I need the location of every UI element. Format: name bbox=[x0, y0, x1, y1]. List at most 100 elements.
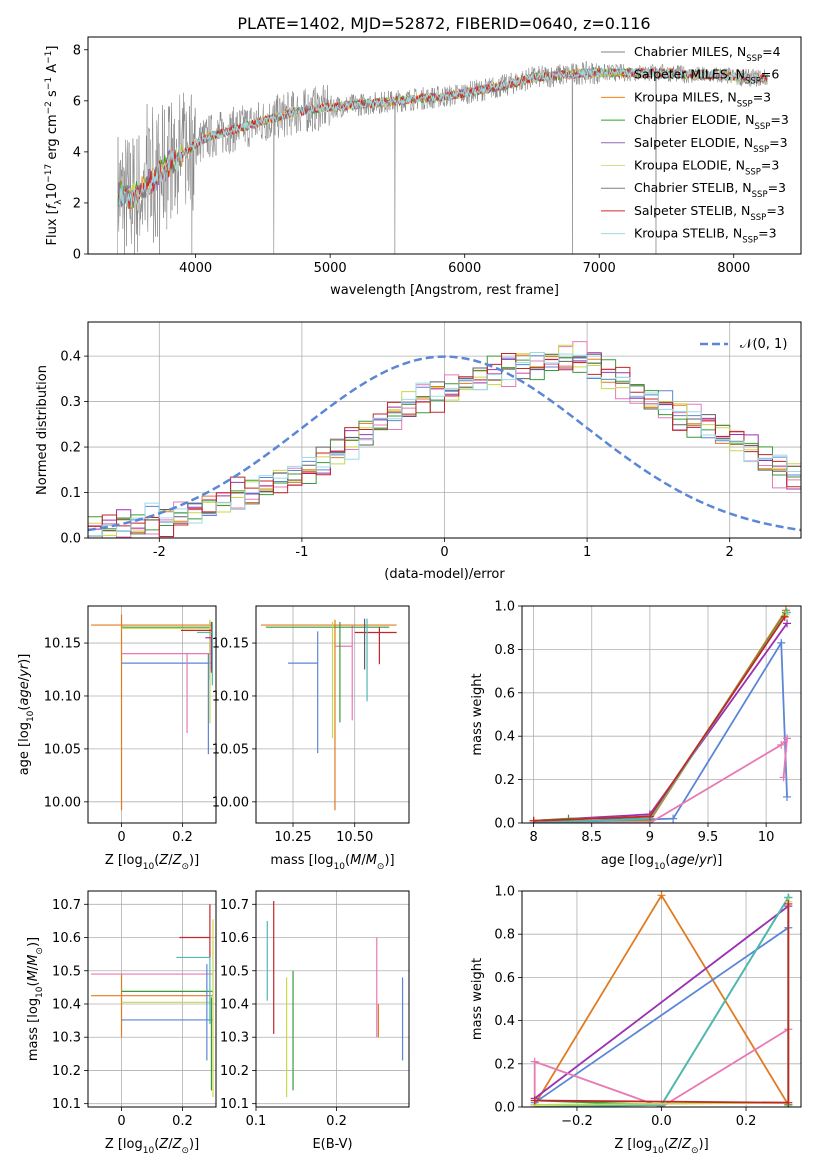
x-tick-label: 8.5 bbox=[581, 830, 602, 845]
y-tick-label: 6 bbox=[73, 94, 81, 109]
y-tick-label: 0.3 bbox=[60, 395, 81, 410]
y-tick-label: 0.2 bbox=[494, 1057, 515, 1072]
y-tick-label: 10.05 bbox=[44, 742, 81, 757]
y-axis-label: Flux [fλ10−17 erg cm−2 s−1 A−1] bbox=[44, 46, 64, 246]
y-tick-label: 10.3 bbox=[220, 1031, 249, 1046]
legend-label: Salpeter STELIB, NSSP=3 bbox=[634, 203, 785, 223]
y-tick-label: 10.10 bbox=[212, 689, 249, 704]
y-tick-label: 0.8 bbox=[494, 928, 515, 943]
mass-weight-line bbox=[533, 622, 788, 822]
x-tick-label: 0.2 bbox=[326, 1114, 347, 1129]
mass-weight-marker bbox=[657, 891, 666, 900]
y-tick-label: 0 bbox=[73, 248, 81, 263]
mass-weight-line bbox=[533, 609, 787, 822]
legend-label: Kroupa MILES, NSSP=3 bbox=[634, 89, 771, 109]
legend-label: Kroupa STELIB, NSSP=3 bbox=[634, 226, 777, 246]
x-tick-label: 5000 bbox=[314, 261, 347, 276]
y-tick-label: 0.6 bbox=[494, 971, 515, 986]
y-tick-label: 2 bbox=[73, 196, 81, 211]
y-tick-label: 10.00 bbox=[44, 795, 81, 810]
y-axis-label: mass [log10(M/M⊙)] bbox=[26, 937, 45, 1061]
y-tick-label: 0.2 bbox=[60, 441, 81, 456]
legend-label: Salpeter MILES, NSSP=6 bbox=[634, 67, 779, 87]
y-axis-label: mass weight bbox=[470, 673, 485, 755]
x-tick-label: 4000 bbox=[179, 261, 212, 276]
y-tick-label: 10.1 bbox=[52, 1097, 81, 1112]
mass-weight-marker bbox=[529, 816, 538, 823]
spectrum-panel: 4000 5000 6000 7000 8000 0 2 4 6 8 wavelength [Ang… bbox=[44, 36, 802, 298]
x-tick-label: 10 bbox=[758, 830, 775, 845]
plot-area bbox=[529, 606, 792, 823]
x-tick-label: 8 bbox=[529, 830, 537, 845]
axes-frame bbox=[521, 890, 802, 1108]
y-tick-label: 10.4 bbox=[52, 997, 81, 1012]
axes-frame bbox=[87, 890, 217, 1108]
y-tick-label: 0.0 bbox=[494, 817, 515, 832]
y-tick-label: 0.4 bbox=[60, 350, 81, 365]
axes-frame bbox=[521, 605, 802, 824]
y-tick-label: 0.4 bbox=[494, 1014, 515, 1029]
mass-weight-marker bbox=[779, 773, 788, 782]
x-axis-label: Z [log10(Z/Z⊙)] bbox=[105, 1137, 199, 1156]
mass-weight-marker bbox=[530, 1057, 539, 1066]
x-tick-label: 10.25 bbox=[274, 830, 311, 845]
weight-vs-metallicity-panel: −0.2 0.0 0.2 0.0 0.2 0.4 0.6 0.8 1.0 Z [log10(Z/Z… bbox=[470, 885, 802, 1156]
x-tick-label: 0 bbox=[117, 830, 125, 845]
x-axis-label: Z [log10(Z/Z⊙)] bbox=[614, 1137, 708, 1156]
y-axis-label: Normed distribution bbox=[35, 365, 50, 495]
x-axis-label: Z [log10(Z/Z⊙)] bbox=[105, 853, 199, 872]
legend-label: Salpeter ELODIE, NSSP=3 bbox=[634, 135, 788, 155]
x-axis-label: mass [log10(M/M⊙)] bbox=[270, 853, 394, 872]
x-tick-label: 0 bbox=[440, 545, 448, 560]
y-tick-label: 10.6 bbox=[220, 931, 249, 946]
x-axis-label: age [log10(age/yr)] bbox=[601, 853, 723, 872]
mass-weight-marker bbox=[783, 792, 792, 801]
x-tick-label: 2 bbox=[726, 545, 734, 560]
y-tick-label: 4 bbox=[73, 145, 81, 160]
x-tick-label: −0.2 bbox=[561, 1114, 593, 1129]
mass-weight-marker bbox=[784, 1098, 793, 1107]
plot-area bbox=[260, 618, 397, 811]
plot-area bbox=[117, 60, 768, 254]
axes-frame bbox=[87, 36, 802, 255]
y-tick-label: 10.2 bbox=[220, 1064, 249, 1079]
figure-title: PLATE=1402, MJD=52872, FIBERID=0640, z=0… bbox=[237, 14, 650, 33]
legend-label: Chabrier MILES, NSSP=4 bbox=[634, 44, 781, 64]
plot-area bbox=[88, 341, 801, 538]
axes-frame bbox=[87, 321, 802, 539]
y-tick-label: 8 bbox=[73, 43, 81, 58]
y-tick-label: 0.2 bbox=[494, 773, 515, 788]
mass-weight-marker bbox=[783, 734, 792, 743]
mass-weight-line bbox=[534, 926, 789, 1104]
y-tick-label: 1.0 bbox=[494, 600, 515, 615]
x-tick-label: 0.2 bbox=[172, 1114, 193, 1129]
y-tick-label: 10.6 bbox=[52, 931, 81, 946]
y-axis-label: mass weight bbox=[470, 958, 485, 1040]
y-tick-label: 10.4 bbox=[220, 997, 249, 1012]
x-tick-label: 1 bbox=[583, 545, 591, 560]
mass-weight-marker bbox=[645, 812, 654, 821]
mass-weight-marker bbox=[777, 740, 786, 749]
y-tick-label: 0.4 bbox=[494, 730, 515, 745]
mass-weight-marker bbox=[783, 619, 792, 628]
y-tick-label: 10.05 bbox=[212, 742, 249, 757]
observed-spectrum-line bbox=[117, 60, 768, 254]
residual-histogram bbox=[88, 353, 801, 537]
y-tick-label: 10.1 bbox=[220, 1097, 249, 1112]
x-tick-label: -1 bbox=[295, 545, 308, 560]
y-tick-label: 10.00 bbox=[212, 795, 249, 810]
mass-weight-line bbox=[533, 735, 789, 823]
y-tick-label: 1.0 bbox=[494, 885, 515, 900]
x-axis-label: wavelength [Angstrom, rest frame] bbox=[330, 283, 559, 298]
mass-weight-line bbox=[533, 616, 786, 822]
legend-label: Chabrier STELIB, NSSP=3 bbox=[634, 180, 786, 200]
x-tick-label: -2 bbox=[153, 545, 166, 560]
y-tick-label: 0.1 bbox=[60, 486, 81, 501]
legend: Chabrier MILES, NSSP=4 Salpeter MILES, NS… bbox=[601, 44, 789, 246]
y-tick-label: 0.8 bbox=[494, 643, 515, 658]
y-tick-label: 10.15 bbox=[212, 637, 249, 652]
model-spectrum-line bbox=[118, 67, 768, 208]
plot-area bbox=[530, 891, 793, 1107]
y-tick-label: 10.7 bbox=[220, 898, 249, 913]
mass-weight-line bbox=[533, 612, 788, 823]
